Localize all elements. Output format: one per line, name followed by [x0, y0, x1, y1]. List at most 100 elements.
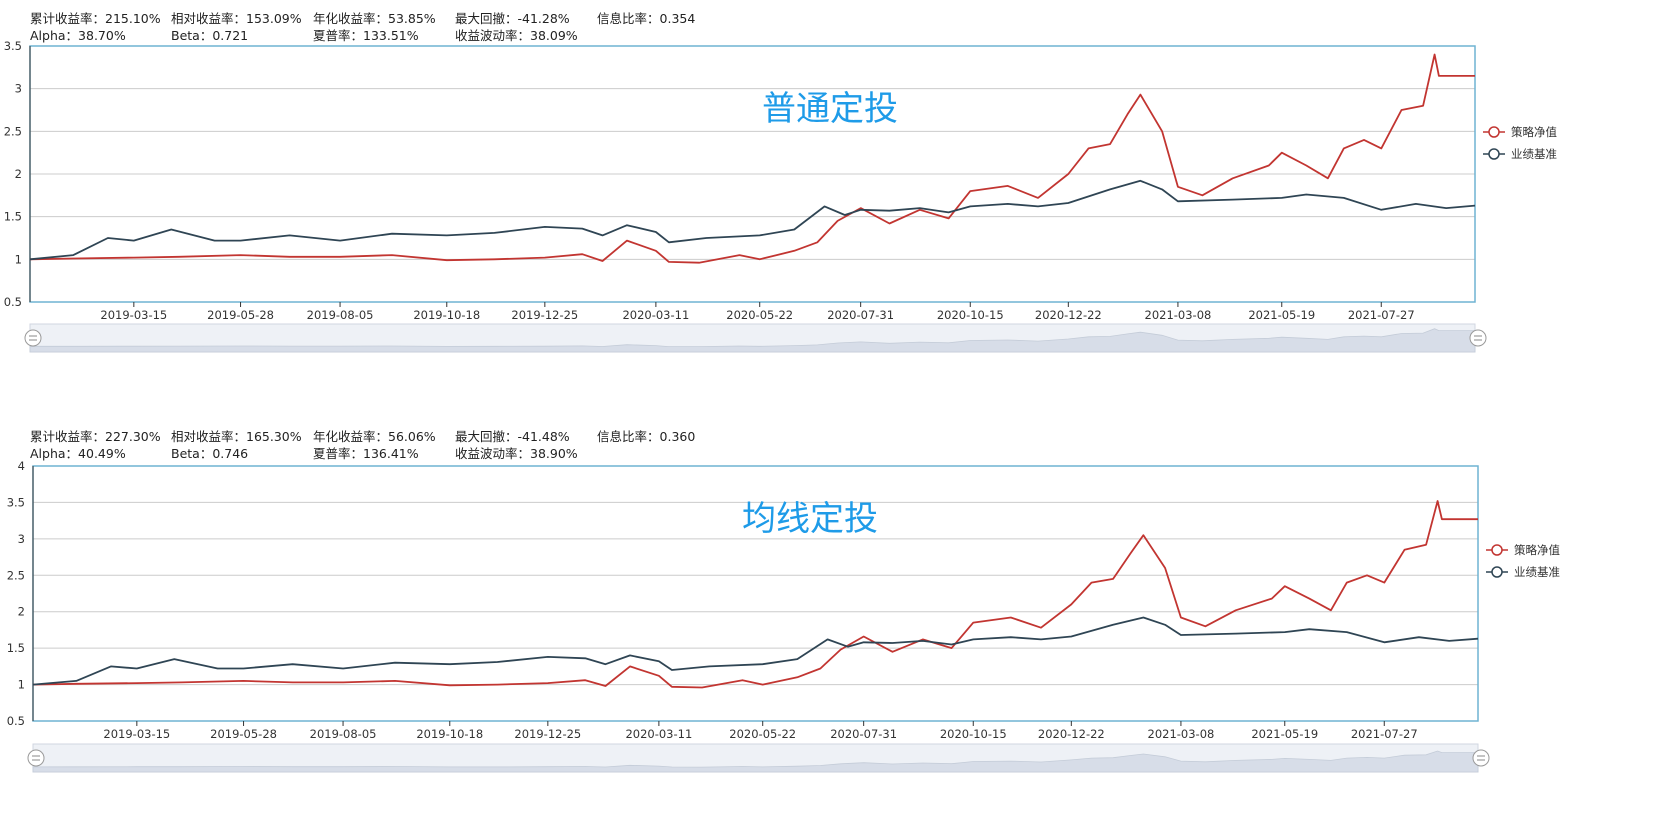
stat-label: 信息比率：: [597, 429, 660, 444]
line-chart: 0.5 1 1.5 2 2.5 3 3.5 2019-03-15 2019-05-28 2019-…: [4, 39, 1557, 353]
legend-label: 业绩基准: [1514, 565, 1560, 579]
stat-value: 56.06%: [388, 429, 436, 444]
stat-item: 累计收益率：227.30%: [30, 426, 161, 445]
stat-item: 信息比率：0.354: [597, 8, 695, 27]
legend-item[interactable]: 业绩基准: [1486, 565, 1560, 579]
x-tick-label: 2021-03-08: [1148, 727, 1215, 741]
y-tick-label: 3.5: [7, 495, 25, 509]
chart-panel-regular-dca: 累计收益率：215.10% 相对收益率：153.09% 年化收益率：53.85% 最大…: [0, 8, 1658, 358]
legend-item[interactable]: 策略净值: [1483, 125, 1557, 139]
stat-value: 0.354: [659, 11, 696, 26]
stat-label: 年化收益率：: [313, 429, 389, 444]
stat-value: 136.41%: [363, 446, 419, 461]
stat-label: 夏普率：: [313, 28, 364, 43]
legend-item[interactable]: 策略净值: [1486, 543, 1560, 557]
x-tick-label: 2020-10-15: [937, 308, 1004, 322]
stat-item: 信息比率：0.360: [597, 426, 695, 445]
y-tick-label: 2.5: [4, 124, 22, 138]
x-tick-label: 2021-03-08: [1145, 308, 1212, 322]
stat-value: 38.90%: [530, 446, 578, 461]
series-line-strategy: [29, 53, 1475, 264]
x-tick-label: 2019-05-28: [210, 727, 277, 741]
y-tick-label: 1.5: [4, 210, 22, 224]
y-tick-label: 2: [15, 167, 22, 181]
stat-value: 53.85%: [388, 11, 436, 26]
stat-label: 累计收益率：: [30, 11, 106, 26]
slider-preview-area: [29, 328, 1476, 353]
stat-label: Beta：: [171, 28, 213, 43]
stat-value: 0.746: [212, 446, 249, 461]
y-tick-label: 3: [15, 82, 22, 96]
stat-label: 相对收益率：: [171, 429, 247, 444]
x-tick-label: 2019-10-18: [416, 727, 483, 741]
slider-handle-right[interactable]: [1469, 329, 1487, 347]
stat-item: 最大回撤：-41.48%: [455, 426, 570, 445]
stat-value: 133.51%: [363, 28, 419, 43]
x-tick-label: 2019-03-15: [100, 308, 167, 322]
stat-label: 夏普率：: [313, 446, 364, 461]
stat-label: 相对收益率：: [171, 11, 247, 26]
stat-value: 153.09%: [246, 11, 302, 26]
x-tick-label: 2020-12-22: [1038, 727, 1105, 741]
chart-panel-ma-dca: 累计收益率：227.30% 相对收益率：165.30% 年化收益率：56.06% 最大…: [0, 426, 1658, 820]
stat-label: Alpha：: [30, 446, 79, 461]
x-tick-label: 2021-07-27: [1351, 727, 1418, 741]
stat-item: 相对收益率：153.09%: [171, 8, 302, 27]
legend-marker-icon: [1488, 126, 1500, 138]
chart-title: 均线定投: [742, 499, 878, 539]
stat-label: 年化收益率：: [313, 11, 389, 26]
stat-value: 38.09%: [530, 28, 578, 43]
data-zoom-slider[interactable]: [27, 743, 1490, 773]
chart-title: 普通定投: [762, 89, 898, 129]
x-tick-label: 2020-07-31: [830, 727, 897, 741]
data-zoom-slider[interactable]: [24, 323, 1487, 353]
stat-item: Alpha：38.70%: [30, 25, 126, 44]
legend-marker-icon: [1488, 148, 1500, 160]
legend-label: 业绩基准: [1511, 147, 1557, 161]
y-tick-label: 2: [18, 605, 25, 619]
line-chart: 0.5 1 1.5 2 2.5 3 3.5 4 2019-03-15 2019-05-28 2019…: [7, 459, 1560, 773]
stat-item: 相对收益率：165.30%: [171, 426, 302, 445]
legend-label: 策略净值: [1511, 125, 1557, 139]
y-tick-label: 4: [18, 459, 25, 473]
stat-value: 40.49%: [78, 446, 126, 461]
drag-handle-icon: [27, 749, 45, 767]
stat-item: Beta：0.721: [171, 25, 248, 44]
y-tick-label: 1.5: [7, 641, 25, 655]
stat-item: Beta：0.746: [171, 443, 248, 462]
slider-handle-left[interactable]: [27, 749, 45, 767]
stats-block: 累计收益率：215.10% 相对收益率：153.09% 年化收益率：53.85% 最大…: [0, 8, 900, 48]
stat-item: 夏普率：136.41%: [313, 443, 419, 462]
stat-value: 165.30%: [246, 429, 302, 444]
slider-handle-right[interactable]: [1472, 749, 1490, 767]
series-line-strategy: [32, 500, 1478, 689]
stat-label: 信息比率：: [597, 11, 660, 26]
x-tick-label: 2019-08-05: [310, 727, 377, 741]
legend-marker-icon: [1491, 544, 1503, 556]
legend-item[interactable]: 业绩基准: [1483, 147, 1557, 161]
stat-item: 累计收益率：215.10%: [30, 8, 161, 27]
stat-label: 最大回撤：: [455, 429, 518, 444]
series-line-benchmark: [29, 179, 1476, 261]
stat-value: 227.30%: [105, 429, 161, 444]
stat-item: 收益波动率：38.09%: [455, 25, 578, 44]
x-tick-label: 2020-10-15: [940, 727, 1007, 741]
drag-handle-icon: [1469, 329, 1487, 347]
legend-label: 策略净值: [1514, 543, 1560, 557]
drag-handle-icon: [1472, 749, 1490, 767]
stat-label: 最大回撤：: [455, 11, 518, 26]
stat-value: -41.28%: [517, 11, 570, 26]
stat-value: 215.10%: [105, 11, 161, 26]
x-tick-label: 2020-05-22: [729, 727, 796, 741]
stat-item: Alpha：40.49%: [30, 443, 126, 462]
y-tick-label: 0.5: [7, 714, 25, 728]
stat-label: 累计收益率：: [30, 429, 106, 444]
x-tick-label: 2021-05-19: [1248, 308, 1315, 322]
slider-handle-left[interactable]: [24, 329, 42, 347]
stat-value: -41.48%: [517, 429, 570, 444]
y-tick-label: 1: [15, 252, 22, 266]
stat-value: 38.70%: [78, 28, 126, 43]
x-tick-label: 2019-12-25: [511, 308, 578, 322]
slider-preview-area: [32, 750, 1479, 773]
stat-item: 夏普率：133.51%: [313, 25, 419, 44]
